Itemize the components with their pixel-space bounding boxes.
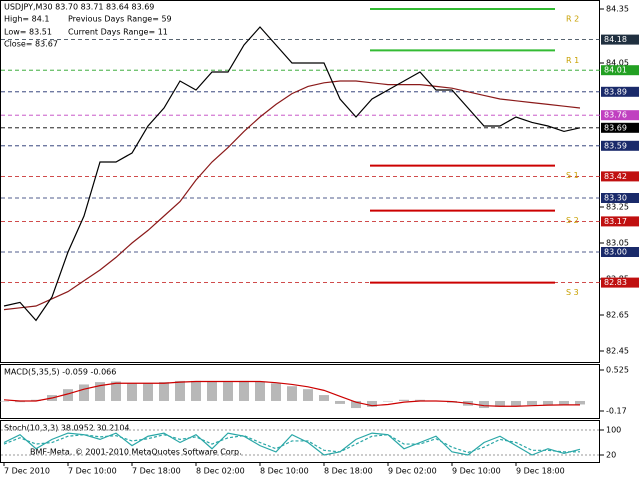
y-tick-label: 82.65 — [606, 311, 629, 320]
pivot-label: S 3 — [566, 288, 579, 297]
price-label-box — [601, 86, 639, 97]
x-tick-label: 9 Dec 18:00 — [516, 467, 565, 476]
price-label-box — [601, 247, 639, 257]
macd-bar — [223, 382, 233, 401]
macd-bar — [559, 400, 569, 405]
y-tick-label: 84.05 — [606, 59, 629, 68]
price-label: 84.01 — [604, 66, 627, 75]
macd-signal — [3, 380, 580, 407]
x-tick-label: 7 Dec 2010 — [4, 467, 50, 476]
macd-bar — [143, 383, 153, 401]
macd-bar — [191, 380, 201, 401]
y-tick-label: -0.17 — [606, 407, 627, 416]
stoch-panel — [0, 420, 600, 463]
macd-panel — [0, 364, 600, 419]
x-tick-label: 7 Dec 18:00 — [132, 467, 181, 476]
macd-bar — [63, 389, 73, 401]
macd-title: MACD(5,35,5) -0.059 -0.066 — [4, 368, 116, 377]
macd-bar — [79, 384, 89, 401]
price-label: 83.59 — [604, 141, 627, 150]
pivot-label: R 2 — [566, 15, 579, 24]
macd-bar — [383, 400, 393, 402]
stoch-main — [3, 432, 581, 456]
y-tick-label: 82.45 — [606, 347, 629, 356]
macd-bar — [511, 400, 521, 406]
macd-bar — [287, 386, 297, 401]
macd-bar — [527, 400, 537, 406]
pivot-label: S 1 — [566, 171, 579, 180]
price-label: 83.69 — [604, 123, 627, 132]
macd-bar — [495, 400, 505, 407]
macd-bar — [175, 380, 185, 401]
symbol-title: USDJPY,M30 83.70 83.71 83.64 83.69 — [4, 3, 154, 12]
price-label: 84.18 — [604, 35, 627, 44]
macd-bar — [575, 400, 585, 405]
y-tick-label: 100 — [606, 426, 621, 435]
pivot-label: S 2 — [566, 216, 579, 225]
macd-bar — [255, 381, 265, 401]
x-tick-label: 7 Dec 10:00 — [68, 467, 117, 476]
macd-bar — [239, 380, 249, 401]
prev-range: Previous Days Range= 59 — [68, 15, 172, 24]
x-tick-label: 8 Dec 02:00 — [196, 467, 245, 476]
x-tick-label: 9 Dec 02:00 — [388, 467, 437, 476]
moving-average — [3, 80, 581, 311]
price-label: 83.76 — [604, 111, 627, 120]
macd-bar — [95, 382, 105, 401]
y-tick-label: 83.25 — [606, 203, 629, 212]
macd-bar — [367, 400, 377, 407]
macd-bar — [159, 382, 169, 401]
macd-bar — [399, 399, 409, 401]
macd-bar — [127, 383, 137, 401]
price-line — [3, 26, 581, 322]
price-label-box — [601, 122, 639, 133]
y-tick-label: 20 — [606, 451, 616, 460]
macd-bar — [111, 381, 121, 401]
price-label-box — [601, 110, 639, 121]
x-tick-label: 8 Dec 10:00 — [260, 467, 309, 476]
price-label-box — [601, 140, 639, 151]
macd-bar — [351, 400, 361, 409]
price-label: 82.83 — [604, 278, 627, 287]
price-label: 83.00 — [604, 248, 627, 257]
price-label: 83.17 — [604, 217, 627, 226]
stoch-title: Stoch(10,3,3) 38.0952 30.2104 — [4, 424, 130, 433]
macd-bar — [543, 400, 553, 406]
price-label-box — [601, 216, 639, 227]
price-label-box — [601, 171, 639, 182]
price-label-box — [601, 193, 639, 203]
x-tick-label: 8 Dec 18:00 — [324, 467, 373, 476]
price-label-box — [601, 34, 639, 45]
price-label: 83.30 — [604, 194, 627, 203]
price-label: 83.42 — [604, 172, 627, 181]
y-tick-label: 84.35 — [606, 5, 629, 14]
price-label-box — [601, 65, 639, 76]
y-tick-label: 0.525 — [606, 366, 629, 375]
y-tick-label: 83.05 — [606, 239, 629, 248]
cur-range: Current Days Range= 11 — [68, 28, 168, 37]
stoch-signal — [3, 434, 581, 454]
high-label: High= 84.1 — [4, 15, 49, 24]
price-label: 83.89 — [604, 87, 627, 96]
pivot-label: R 1 — [566, 56, 579, 65]
x-tick-label: 9 Dec 10:00 — [452, 467, 501, 476]
low-label: Low= 83.51 — [4, 28, 52, 37]
price-label-box — [601, 277, 639, 288]
macd-bar — [303, 389, 313, 401]
macd-bar — [479, 400, 489, 409]
macd-bar — [271, 383, 281, 401]
close-label: Close= 83.67 — [4, 40, 58, 49]
macd-bar — [335, 400, 345, 404]
macd-bar — [207, 381, 217, 401]
copyright: BMF-Meta, © 2001-2010 MetaQuotes Softwar… — [30, 448, 242, 457]
macd-bar — [319, 395, 329, 401]
macd-bar — [0, 400, 9, 402]
price-panel — [0, 0, 600, 363]
